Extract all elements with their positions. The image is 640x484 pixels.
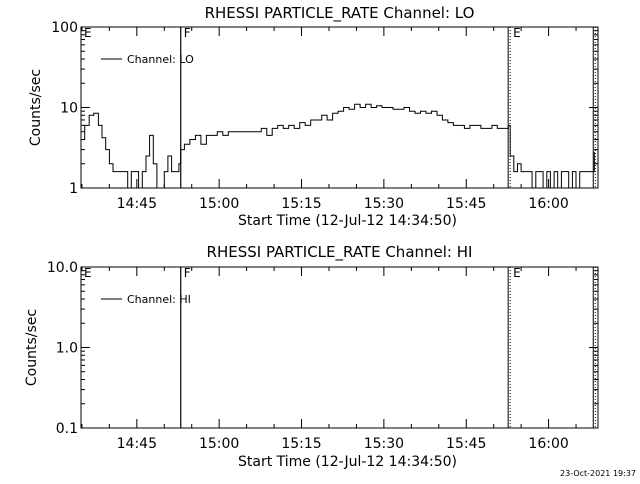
y-tick-label: 10.0 (47, 260, 78, 276)
marker-label: E (84, 266, 92, 280)
x-tick-label: 16:00 (528, 436, 568, 452)
x-tick-label: 15:00 (199, 436, 239, 452)
x-tick-label: 15:15 (281, 436, 321, 452)
x-axis-label: Start Time (12-Jul-12 14:34:50) (238, 454, 457, 470)
marker-label: E (84, 26, 92, 40)
footer-timestamp: 23-Oct-2021 19:37 (560, 469, 636, 478)
y-tick-label: 1 (69, 181, 78, 197)
x-tick-label: 15:45 (446, 196, 486, 212)
y-tick-label: 1.0 (56, 341, 78, 357)
x-tick-label: 15:30 (364, 196, 404, 212)
x-tick-label: 15:45 (446, 436, 486, 452)
x-tick-label: 16:00 (528, 196, 568, 212)
y-tick-label: 0.1 (56, 421, 78, 437)
x-tick-label: 15:30 (364, 436, 404, 452)
legend-entry: Channel: HI (127, 293, 191, 306)
marker-label: F (184, 26, 191, 40)
chart-panel-0: RHESSI PARTICLE_RATE Channel: LO 1 10 100 14… (28, 4, 599, 229)
y-axis-label: Counts/sec (24, 309, 40, 386)
marker-label: E (513, 26, 521, 40)
x-axis-label: Start Time (12-Jul-12 14:34:50) (238, 213, 457, 229)
chart-title: RHESSI PARTICLE_RATE Channel: HI (207, 243, 473, 262)
x-tick-label: 14:45 (117, 436, 157, 452)
legend-entry: Channel: LO (127, 53, 194, 66)
chart-panel-1: RHESSI PARTICLE_RATE Channel: HI 0.1 1.0 10… (24, 243, 599, 470)
y-tick-label: 100 (51, 20, 78, 36)
marker-label: E (513, 266, 521, 280)
x-tick-label: 14:45 (117, 196, 157, 212)
x-tick-label: 15:15 (281, 196, 321, 212)
series-line (81, 103, 595, 189)
y-tick-label: 10 (60, 101, 78, 117)
x-tick-label: 15:00 (199, 196, 239, 212)
y-axis-label: Counts/sec (28, 69, 44, 146)
marker-label: F (184, 266, 191, 280)
chart-title: RHESSI PARTICLE_RATE Channel: LO (205, 4, 475, 23)
